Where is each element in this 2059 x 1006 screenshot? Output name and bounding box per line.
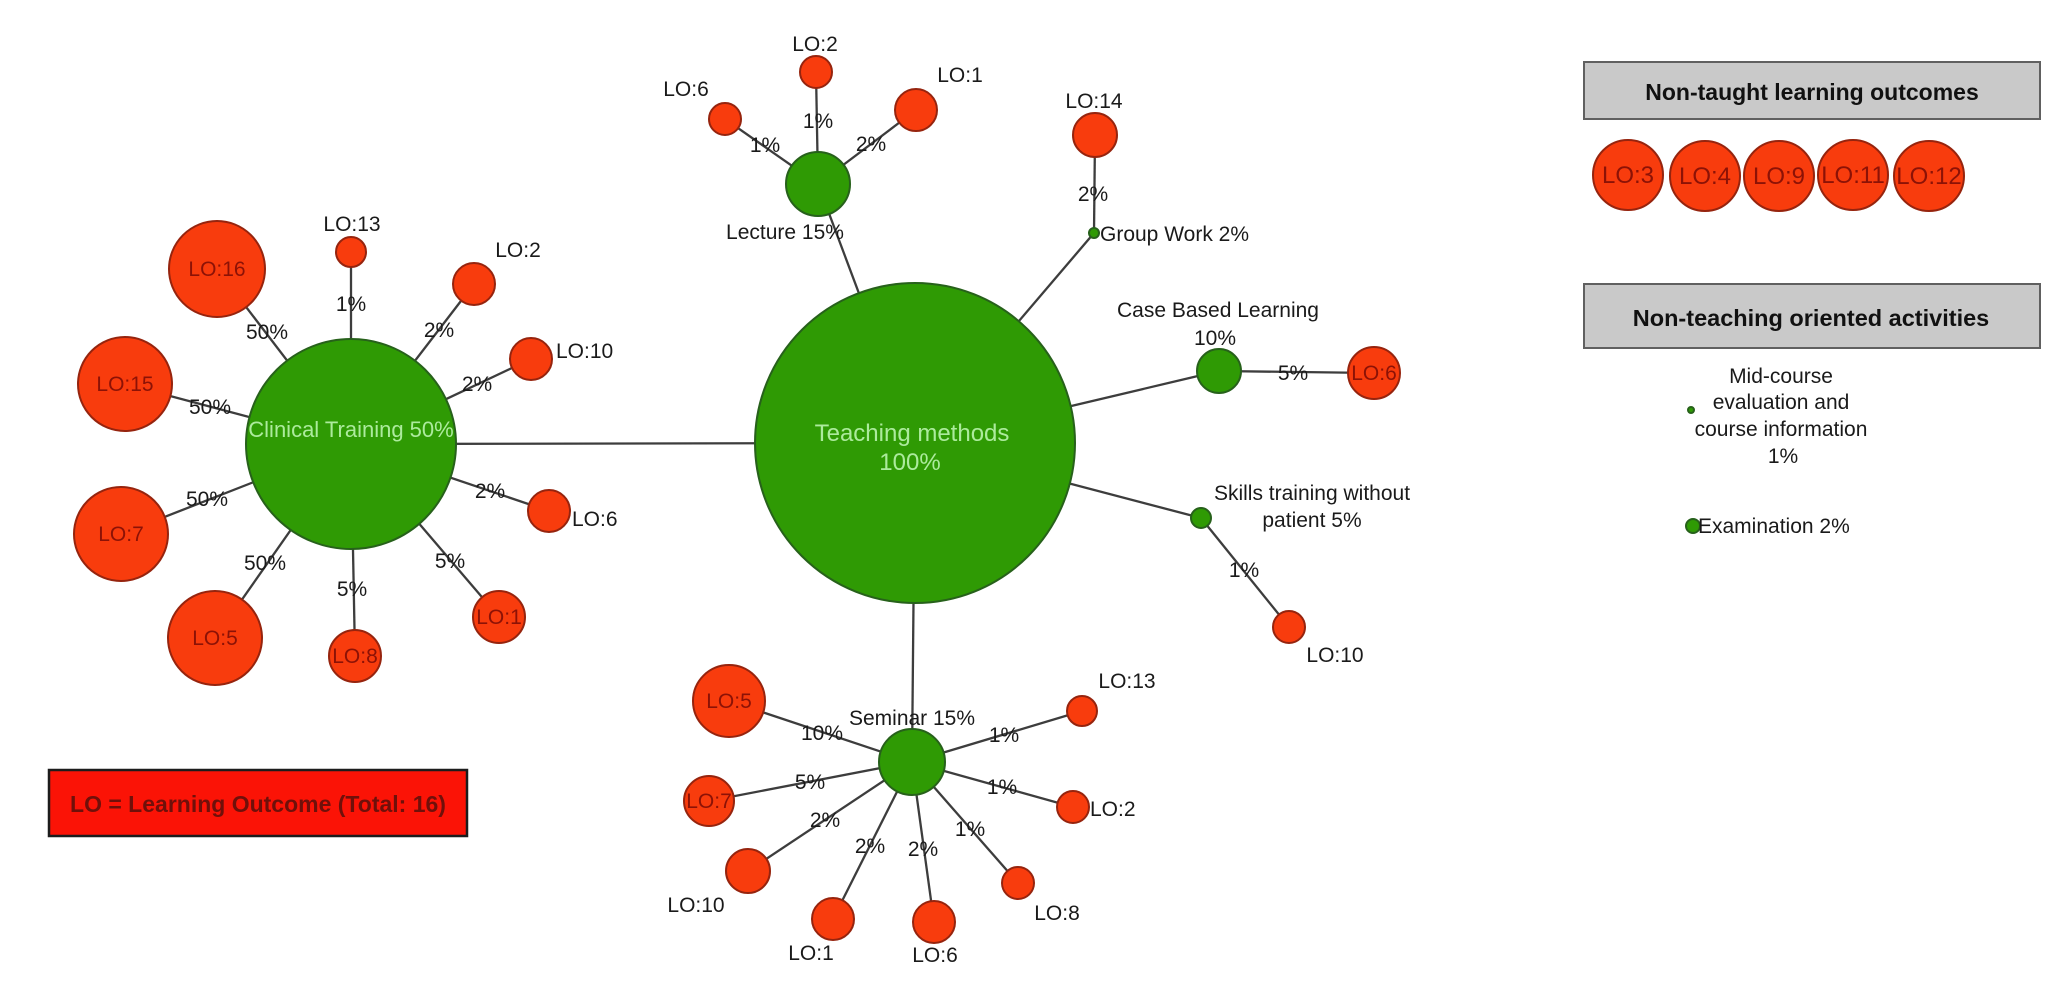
svg-text:2%: 2% bbox=[1078, 183, 1108, 206]
svg-text:5%: 5% bbox=[337, 578, 367, 601]
svg-text:Non-taught learning outcomes: Non-taught learning outcomes bbox=[1645, 79, 1979, 105]
svg-text:LO:14: LO:14 bbox=[1065, 90, 1123, 113]
svg-text:LO:3: LO:3 bbox=[1602, 162, 1654, 189]
svg-text:Skills training without: Skills training without bbox=[1214, 482, 1410, 505]
svg-text:LO:6: LO:6 bbox=[912, 944, 958, 967]
svg-text:LO:10: LO:10 bbox=[556, 340, 613, 363]
svg-text:2%: 2% bbox=[424, 319, 454, 342]
svg-text:5%: 5% bbox=[795, 771, 825, 794]
svg-text:LO:9: LO:9 bbox=[1753, 163, 1805, 190]
svg-text:LO:6: LO:6 bbox=[572, 508, 618, 531]
svg-text:LO:7: LO:7 bbox=[98, 523, 144, 546]
svg-text:LO:2: LO:2 bbox=[792, 33, 838, 56]
svg-text:1%: 1% bbox=[987, 776, 1017, 799]
svg-text:1%: 1% bbox=[336, 293, 366, 316]
svg-text:LO:8: LO:8 bbox=[332, 645, 378, 668]
svg-text:10%: 10% bbox=[1194, 327, 1236, 350]
svg-text:Seminar 15%: Seminar 15% bbox=[849, 707, 975, 730]
svg-text:2%: 2% bbox=[810, 809, 840, 832]
svg-text:LO:6: LO:6 bbox=[663, 78, 709, 101]
svg-text:Group Work 2%: Group Work 2% bbox=[1100, 223, 1249, 246]
svg-text:50%: 50% bbox=[244, 552, 286, 575]
svg-text:patient 5%: patient 5% bbox=[1262, 509, 1361, 532]
svg-text:1%: 1% bbox=[1768, 445, 1798, 468]
svg-text:LO:10: LO:10 bbox=[667, 894, 724, 917]
svg-text:1%: 1% bbox=[955, 818, 985, 841]
svg-text:LO:1: LO:1 bbox=[937, 64, 983, 87]
svg-text:1%: 1% bbox=[1229, 559, 1259, 582]
svg-text:2%: 2% bbox=[462, 373, 492, 396]
svg-text:LO:13: LO:13 bbox=[1098, 670, 1155, 693]
svg-text:LO:4: LO:4 bbox=[1679, 163, 1731, 190]
svg-text:LO:2: LO:2 bbox=[495, 239, 541, 262]
svg-text:LO:6: LO:6 bbox=[1351, 362, 1397, 385]
svg-text:Non-teaching oriented activiti: Non-teaching oriented activities bbox=[1633, 305, 1989, 331]
svg-text:LO:12: LO:12 bbox=[1896, 163, 1961, 190]
svg-text:2%: 2% bbox=[475, 480, 505, 503]
svg-text:100%: 100% bbox=[879, 449, 940, 476]
svg-text:1%: 1% bbox=[803, 110, 833, 133]
svg-text:LO:1: LO:1 bbox=[788, 942, 834, 965]
svg-text:50%: 50% bbox=[189, 396, 231, 419]
svg-text:LO = Learning Outcome (Total:: LO = Learning Outcome (Total: 16) bbox=[70, 791, 446, 817]
svg-text:LO:1: LO:1 bbox=[476, 606, 522, 629]
svg-text:LO:5: LO:5 bbox=[192, 627, 238, 650]
svg-text:1%: 1% bbox=[750, 134, 780, 157]
svg-text:50%: 50% bbox=[186, 488, 228, 511]
svg-text:Examination 2%: Examination 2% bbox=[1698, 515, 1850, 538]
svg-text:2%: 2% bbox=[908, 838, 938, 861]
svg-text:Mid-course: Mid-course bbox=[1729, 365, 1833, 388]
svg-text:LO:10: LO:10 bbox=[1306, 644, 1363, 667]
svg-text:Case Based Learning: Case Based Learning bbox=[1117, 299, 1319, 322]
svg-text:Lecture 15%: Lecture 15% bbox=[726, 221, 844, 244]
svg-text:LO:7: LO:7 bbox=[686, 790, 732, 813]
svg-text:LO:2: LO:2 bbox=[1090, 798, 1136, 821]
svg-text:LO:16: LO:16 bbox=[188, 258, 245, 281]
svg-text:1%: 1% bbox=[989, 724, 1019, 747]
svg-text:LO:13: LO:13 bbox=[323, 213, 380, 236]
svg-text:10%: 10% bbox=[801, 722, 843, 745]
svg-text:LO:15: LO:15 bbox=[96, 373, 153, 396]
svg-text:LO:8: LO:8 bbox=[1034, 902, 1080, 925]
svg-text:2%: 2% bbox=[855, 835, 885, 858]
svg-text:5%: 5% bbox=[435, 550, 465, 573]
svg-text:LO:11: LO:11 bbox=[1821, 162, 1885, 189]
svg-text:Teaching methods: Teaching methods bbox=[815, 420, 1010, 447]
svg-text:course information: course information bbox=[1695, 418, 1868, 441]
svg-text:5%: 5% bbox=[1278, 362, 1308, 385]
svg-text:2%: 2% bbox=[856, 133, 886, 156]
svg-text:50%: 50% bbox=[246, 321, 288, 344]
svg-text:evaluation and: evaluation and bbox=[1713, 391, 1850, 414]
svg-text:LO:5: LO:5 bbox=[706, 690, 752, 713]
svg-text:Clinical Training 50%: Clinical Training 50% bbox=[248, 417, 453, 442]
